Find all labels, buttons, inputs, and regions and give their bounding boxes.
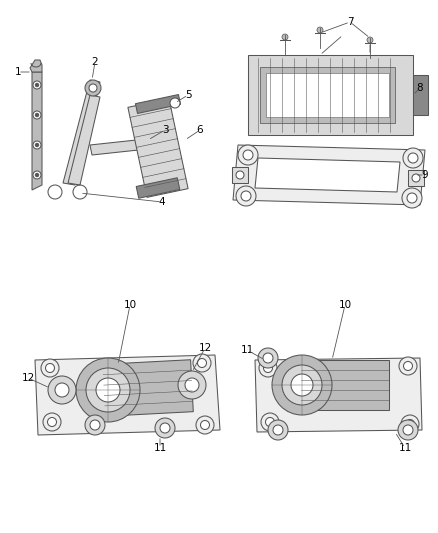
Circle shape [261,413,279,431]
Text: 5: 5 [185,90,191,100]
Circle shape [35,143,39,147]
Bar [408,170,424,186]
Circle shape [35,83,39,87]
Circle shape [160,423,170,433]
Circle shape [198,359,206,367]
Circle shape [399,357,417,375]
Circle shape [142,137,154,149]
Text: 11: 11 [153,443,166,453]
Circle shape [402,188,422,208]
Text: 8: 8 [417,83,423,93]
Circle shape [96,378,120,402]
Circle shape [408,153,418,163]
Circle shape [291,374,313,396]
Circle shape [317,27,323,33]
Polygon shape [135,94,180,114]
Circle shape [178,371,206,399]
Circle shape [33,141,41,149]
Text: 11: 11 [240,345,254,355]
Circle shape [403,361,413,370]
Polygon shape [68,95,100,185]
Text: 10: 10 [339,300,352,310]
Circle shape [259,359,277,377]
Bar [266,73,389,117]
Circle shape [403,425,413,435]
Circle shape [145,140,151,146]
Polygon shape [255,358,422,432]
Polygon shape [301,360,389,410]
Polygon shape [255,158,400,192]
Circle shape [406,419,414,429]
Text: 1: 1 [15,67,21,77]
Circle shape [263,353,273,363]
Circle shape [33,111,41,119]
Circle shape [398,420,418,440]
Bar [260,67,395,123]
Bar [248,55,413,135]
Text: 12: 12 [21,373,35,383]
Circle shape [33,81,41,89]
Circle shape [155,418,175,438]
Circle shape [268,420,288,440]
Circle shape [407,193,417,203]
Circle shape [367,37,373,43]
Circle shape [35,173,39,177]
Circle shape [86,368,130,412]
Polygon shape [136,178,180,198]
Circle shape [258,348,278,368]
Circle shape [33,171,41,179]
Text: 10: 10 [124,300,137,310]
Circle shape [412,174,420,182]
Polygon shape [63,80,100,185]
Circle shape [273,425,283,435]
Text: 2: 2 [92,57,98,67]
Circle shape [46,364,54,373]
Circle shape [43,413,61,431]
Circle shape [85,80,101,96]
Polygon shape [30,60,42,72]
Polygon shape [90,138,157,155]
Circle shape [401,415,419,433]
Bar [232,167,248,183]
Circle shape [76,358,140,422]
Text: 9: 9 [422,170,428,180]
Circle shape [282,34,288,40]
Circle shape [236,171,244,179]
Circle shape [48,376,76,404]
Circle shape [282,365,322,405]
Bar [413,75,428,115]
Circle shape [185,378,199,392]
Circle shape [201,421,209,430]
Polygon shape [102,360,193,416]
Polygon shape [32,72,42,190]
Polygon shape [233,145,425,205]
Circle shape [264,364,272,373]
Text: 4: 4 [159,197,165,207]
Circle shape [265,417,275,426]
Circle shape [403,148,423,168]
Circle shape [35,113,39,117]
Circle shape [196,416,214,434]
Text: 6: 6 [197,125,203,135]
Polygon shape [35,355,220,435]
Circle shape [55,383,69,397]
Circle shape [89,84,97,92]
Circle shape [41,359,59,377]
Circle shape [241,191,251,201]
Text: 12: 12 [198,343,212,353]
Text: 11: 11 [399,443,412,453]
Circle shape [47,417,57,426]
Circle shape [238,145,258,165]
Circle shape [243,150,253,160]
Text: 7: 7 [347,17,353,27]
Circle shape [193,354,211,372]
Circle shape [90,420,100,430]
Text: 3: 3 [162,125,168,135]
Circle shape [272,355,332,415]
Circle shape [236,186,256,206]
Circle shape [170,98,180,108]
Circle shape [85,415,105,435]
Polygon shape [128,99,188,197]
